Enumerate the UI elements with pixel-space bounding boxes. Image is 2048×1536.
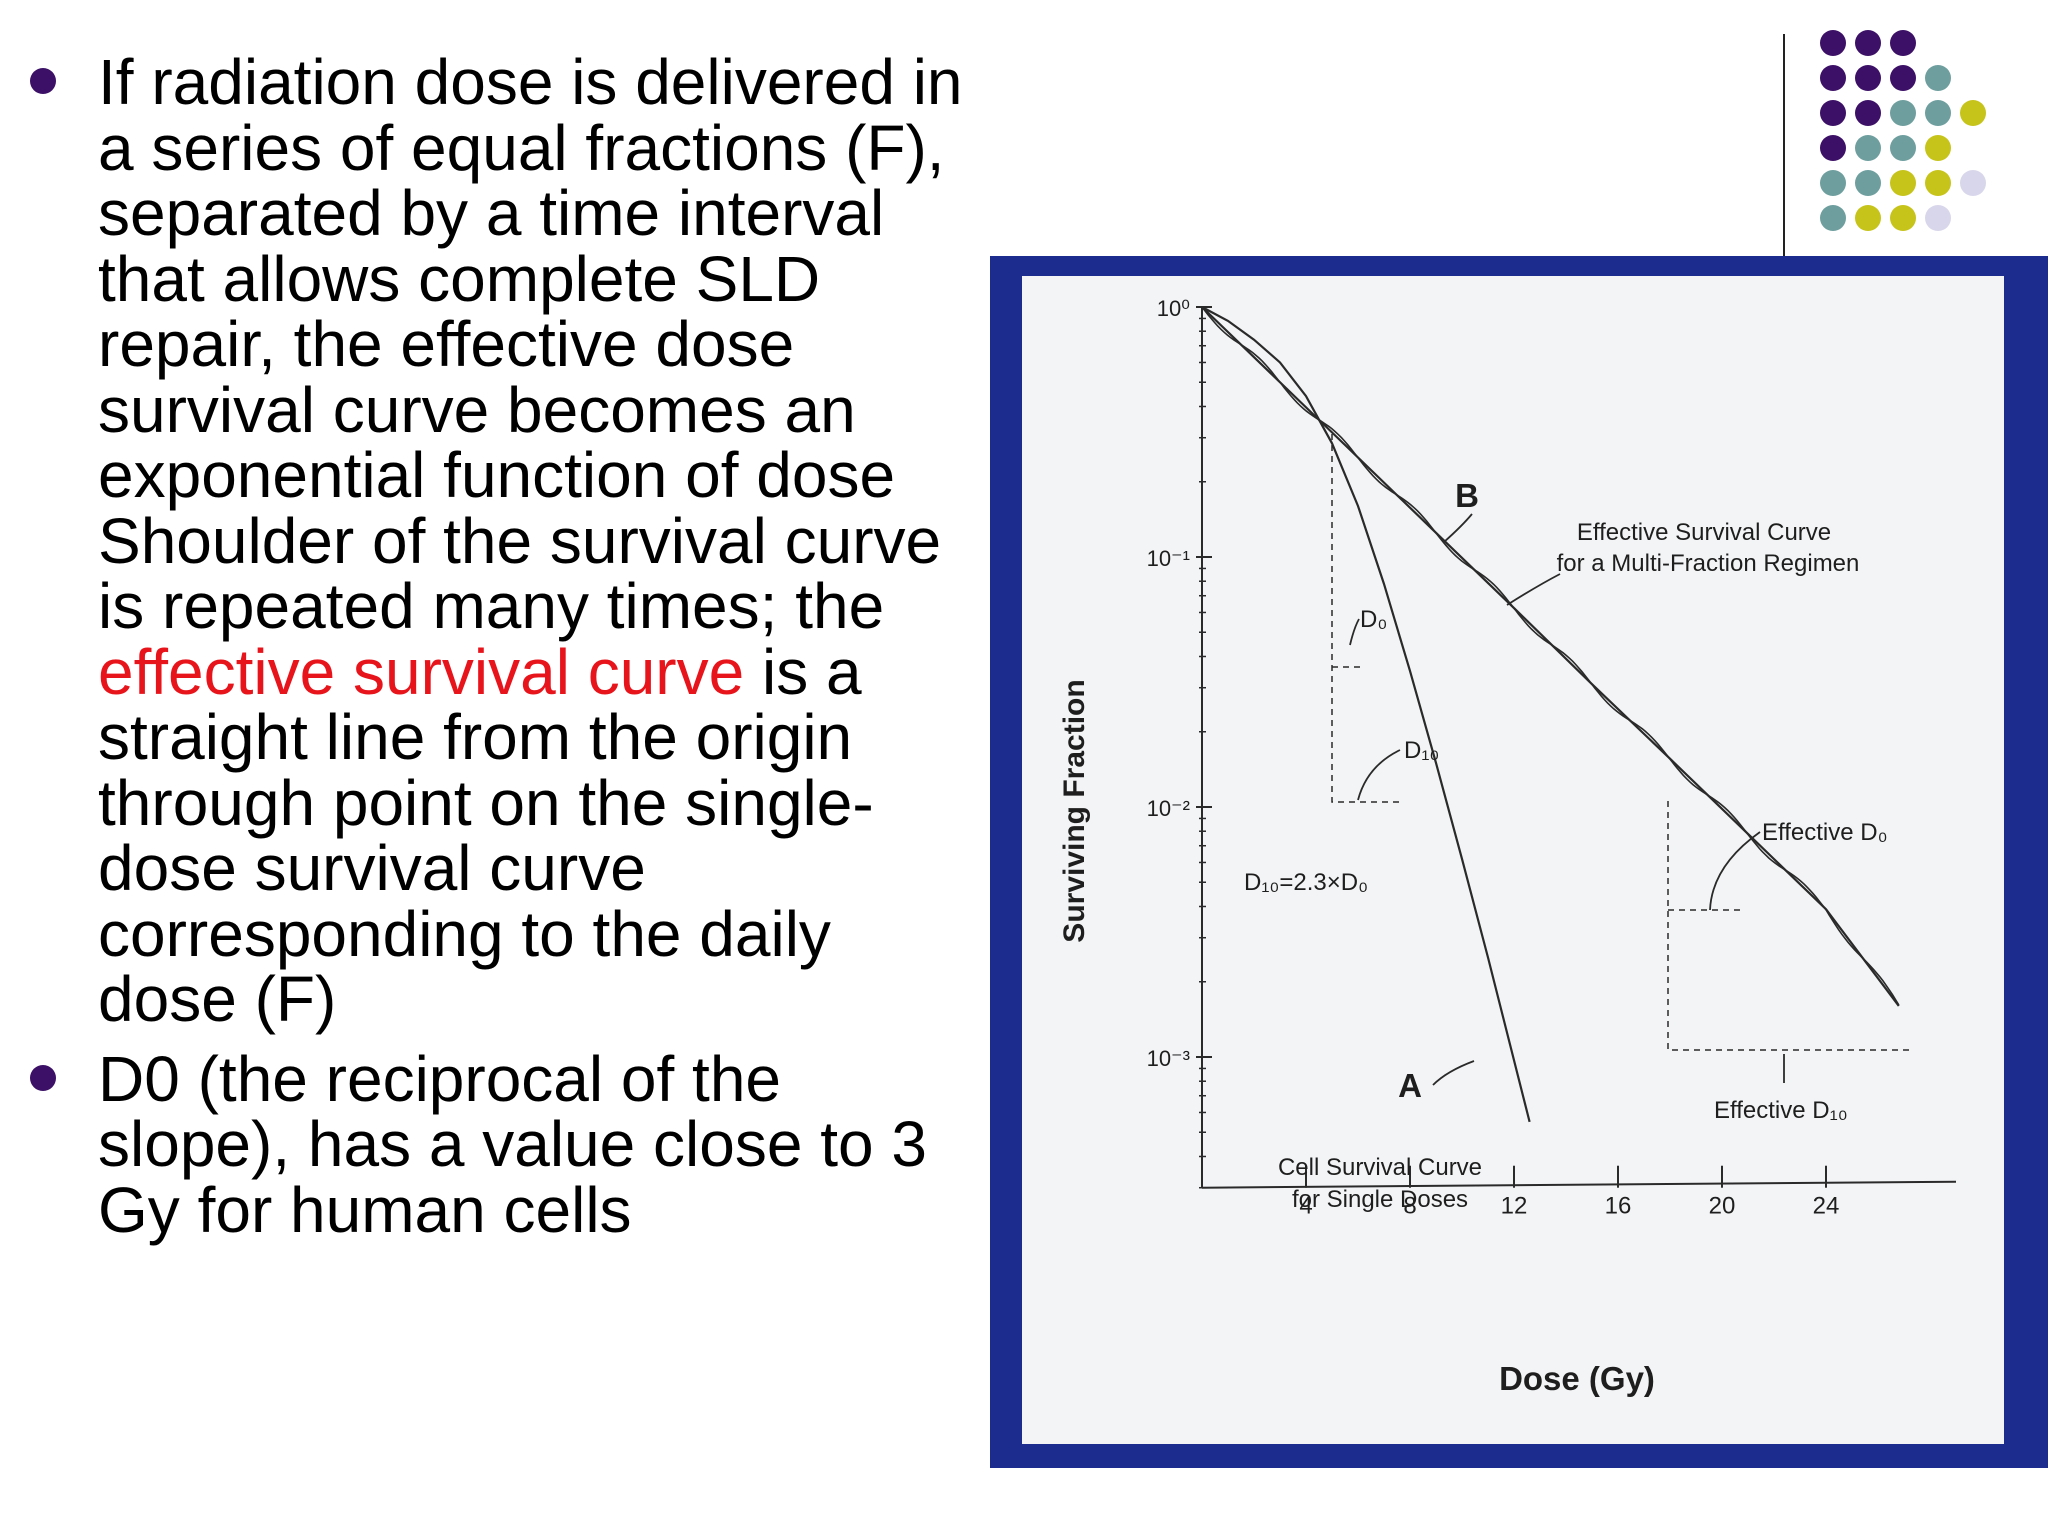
y-tick-label: 10⁻¹ [1147, 546, 1190, 571]
decorative-dot [1890, 205, 1916, 231]
bullet-list: If radiation dose is delivered in a seri… [24, 49, 984, 1244]
decorative-dot [1925, 135, 1951, 161]
decorative-dot [1855, 100, 1881, 126]
bullet-item: If radiation dose is delivered in a seri… [24, 49, 984, 1035]
curve-a-caption-2: for Single Doses [1292, 1186, 1468, 1213]
curve-b-label: B [1455, 477, 1479, 514]
decorative-dot [1820, 205, 1846, 231]
decorative-dot [1925, 205, 1951, 231]
decorative-dot [1890, 170, 1916, 196]
d10-relation-label: D₁₀=2.3×D₀ [1244, 869, 1368, 896]
decorative-dot [1890, 65, 1916, 91]
bullet-text: If radiation dose is delivered in a seri… [98, 46, 963, 642]
d0-label: D₀ [1360, 606, 1387, 633]
bullet-icon [30, 68, 56, 94]
decorative-dot [1855, 30, 1881, 56]
decorative-dot [1820, 65, 1846, 91]
curve-a-line [1201, 306, 1531, 1123]
curve-b-pointer [1443, 513, 1473, 543]
survival-chart: 4 8 12 16 20 24 10⁰ 10⁻¹ 10⁻² 10⁻³ Surviving Frac… [1058, 296, 1957, 1397]
decorative-dot [1890, 100, 1916, 126]
decorative-dot-grid [1820, 30, 2020, 260]
decorative-dot [1855, 170, 1881, 196]
x-tick-label: 20 [1709, 1193, 1736, 1220]
x-tick-label: 4 [1299, 1193, 1312, 1220]
chart-background [1022, 276, 2004, 1444]
decorative-dot [1960, 100, 1986, 126]
decorative-dot [1855, 205, 1881, 231]
curve-b-caption-1: Effective Survival Curve [1577, 519, 1831, 546]
x-tick-label: 12 [1501, 1193, 1528, 1220]
curve-b-caption-2: for a Multi-Fraction Regimen [1557, 550, 1860, 577]
effective-d10-construction [1667, 801, 1910, 1051]
x-tick-label: 24 [1813, 1193, 1840, 1220]
x-axis-label: Dose (Gy) [1499, 1360, 1655, 1397]
x-tick-label: 16 [1605, 1193, 1632, 1220]
curve-b-caption-pointer [1506, 573, 1561, 606]
decorative-dot [1820, 30, 1846, 56]
effective-d0-label: Effective D₀ [1762, 819, 1888, 846]
curve-a-label: A [1398, 1067, 1422, 1104]
d0-pointer [1349, 618, 1360, 646]
decorative-dot [1890, 135, 1916, 161]
x-tick-label: 8 [1403, 1193, 1416, 1220]
decorative-dot [1820, 135, 1846, 161]
decorative-dot [1855, 65, 1881, 91]
y-tick-label: 10⁰ [1157, 296, 1190, 321]
decorative-dot [1820, 170, 1846, 196]
decorative-dot [1925, 100, 1951, 126]
curve-a-pointer [1432, 1060, 1475, 1086]
bullet-text: D0 (the reciprocal of the slope), has a … [98, 1042, 927, 1246]
y-tick-label: 10⁻² [1147, 796, 1190, 821]
decorative-dot [1820, 100, 1846, 126]
y-axis-label: Surviving Fraction [1058, 679, 1091, 942]
curve-b-fraction-scallops [1201, 306, 1900, 1006]
bullet-text-end: is a straight line from the origin throu… [98, 635, 874, 1035]
decorative-dot [1855, 135, 1881, 161]
decorative-dot [1960, 170, 1986, 196]
decorative-dot [1925, 65, 1951, 91]
bullet-item: D0 (the reciprocal of the slope), has a … [24, 1046, 984, 1244]
effective-d0-pointer [1709, 831, 1761, 911]
x-axis-line [1201, 1180, 1957, 1189]
y-tick-label: 10⁻³ [1147, 1046, 1190, 1071]
d10-label: D₁₀ [1404, 737, 1439, 764]
d10-construction [1331, 434, 1402, 803]
decorative-divider [1783, 34, 1785, 256]
decorative-dot [1890, 30, 1916, 56]
curve-a-caption-1: Cell Survival Curve [1278, 1154, 1482, 1181]
decorative-dot [1925, 170, 1951, 196]
d10-pointer [1357, 749, 1401, 801]
effective-d10-label: Effective D₁₀ [1714, 1097, 1848, 1124]
bullet-icon [30, 1064, 56, 1091]
bullet-highlight: effective survival curve [98, 635, 745, 708]
